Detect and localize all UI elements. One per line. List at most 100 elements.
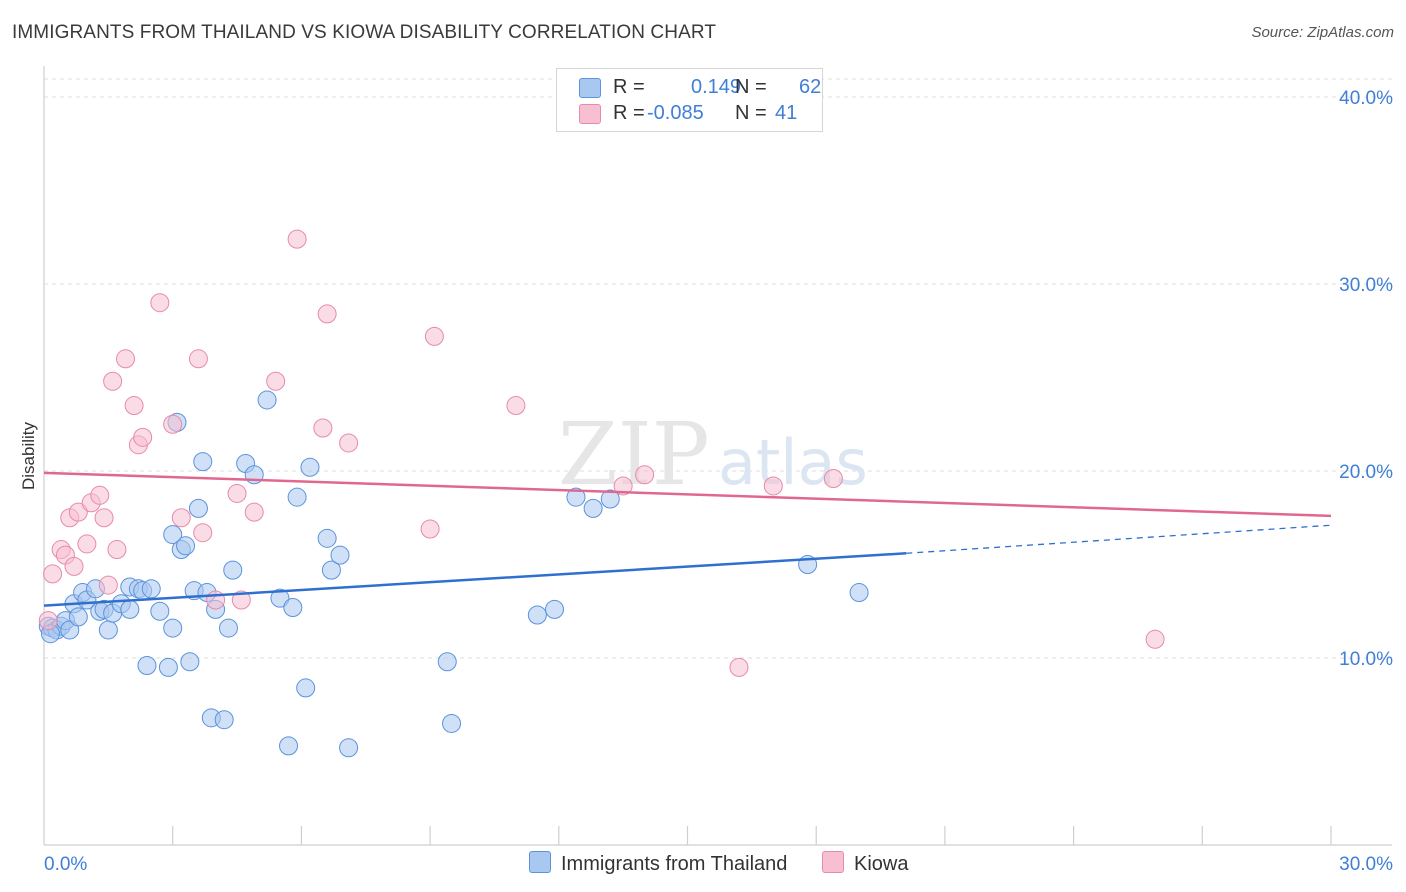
point-thailand xyxy=(188,498,208,518)
x-tick-label: 0.0% xyxy=(44,854,87,875)
point-thailand xyxy=(583,498,603,518)
point-thailand xyxy=(214,710,234,730)
point-kiowa xyxy=(188,349,208,369)
legend-swatch-kiowa xyxy=(579,104,601,124)
point-thailand xyxy=(566,487,586,507)
point-kiowa xyxy=(116,349,136,369)
y-tick-label: 20.0% xyxy=(1339,462,1393,483)
point-kiowa xyxy=(98,575,118,595)
bottom-legend-label-thailand: Immigrants from Thailand xyxy=(561,853,788,875)
point-kiowa xyxy=(150,293,170,313)
point-kiowa xyxy=(729,657,749,677)
legend-r-label: R = xyxy=(613,102,645,124)
point-thailand xyxy=(600,489,620,509)
point-kiowa xyxy=(38,611,58,631)
bottom-legend-label-kiowa: Kiowa xyxy=(854,853,909,875)
point-thailand xyxy=(180,652,200,672)
point-kiowa xyxy=(94,508,114,528)
point-kiowa xyxy=(506,396,526,416)
point-thailand xyxy=(437,652,457,672)
point-thailand xyxy=(218,618,238,638)
point-kiowa xyxy=(133,427,153,447)
legend-r-label: R = xyxy=(613,76,645,98)
point-thailand xyxy=(223,560,243,580)
point-kiowa xyxy=(763,476,783,496)
watermark-atlas: atlas xyxy=(718,426,868,499)
point-kiowa xyxy=(171,508,191,528)
point-kiowa xyxy=(420,519,440,539)
point-thailand xyxy=(193,452,213,472)
point-kiowa xyxy=(231,590,251,610)
point-kiowa xyxy=(635,465,655,485)
point-thailand xyxy=(849,583,869,603)
point-kiowa xyxy=(107,540,127,560)
legend-n-value: 62 xyxy=(799,76,822,98)
bottom-legend-swatch-kiowa xyxy=(822,851,844,873)
point-thailand xyxy=(283,598,303,618)
point-thailand xyxy=(176,536,196,556)
point-kiowa xyxy=(124,396,144,416)
y-tick-label: 30.0% xyxy=(1339,275,1393,296)
legend-r-value: -0.085 xyxy=(647,102,704,124)
point-kiowa xyxy=(77,534,97,554)
bottom-legend-kiowa: Kiowa xyxy=(822,851,908,876)
point-thailand xyxy=(150,601,170,621)
point-thailand xyxy=(60,620,80,640)
point-kiowa xyxy=(823,468,843,488)
point-kiowa xyxy=(317,304,337,324)
point-thailand xyxy=(317,528,337,548)
point-kiowa xyxy=(244,502,264,522)
legend-n-label: N = xyxy=(735,76,767,98)
point-thailand xyxy=(98,620,118,640)
point-kiowa xyxy=(90,485,110,505)
point-thailand xyxy=(545,599,565,619)
trend-lines xyxy=(43,471,1332,607)
point-kiowa xyxy=(64,556,84,576)
point-kiowa xyxy=(266,371,286,391)
point-thailand xyxy=(296,678,316,698)
axis-labels: 10.0% 20.0% 30.0% 40.0% 0.0% 30.0% Disability xyxy=(19,88,1393,875)
point-kiowa xyxy=(613,476,633,496)
point-kiowa xyxy=(313,418,333,438)
point-thailand xyxy=(330,545,350,565)
point-kiowa xyxy=(68,502,88,522)
point-thailand xyxy=(527,605,547,625)
y-axis-title: Disability xyxy=(19,421,38,490)
point-thailand xyxy=(339,738,359,758)
trend-line-kiowa xyxy=(43,471,1332,518)
point-kiowa xyxy=(43,564,63,584)
legend-n-label: N = xyxy=(735,102,767,124)
axes xyxy=(43,66,1392,846)
point-thailand xyxy=(158,657,178,677)
point-thailand xyxy=(137,655,157,675)
point-kiowa xyxy=(193,523,213,543)
point-kiowa xyxy=(424,326,444,346)
point-kiowa xyxy=(287,229,307,249)
point-thailand xyxy=(270,588,290,608)
y-tick-label: 40.0% xyxy=(1339,88,1393,109)
trend-line-thailand xyxy=(43,552,907,607)
bottom-legend-swatch-thailand xyxy=(529,851,551,873)
legend-r-value: 0.149 xyxy=(691,76,742,98)
stats-legend: R = 0.149 N = 62 R = -0.085 N = 41 xyxy=(556,68,823,132)
point-thailand xyxy=(442,713,462,733)
data-points xyxy=(38,229,1165,758)
legend-swatch-thailand xyxy=(579,78,601,98)
point-thailand xyxy=(120,599,140,619)
gridlines xyxy=(44,78,1392,659)
trend-line-thailand-extension xyxy=(906,524,1332,554)
point-thailand xyxy=(287,487,307,507)
point-thailand xyxy=(279,736,299,756)
point-kiowa xyxy=(163,414,183,434)
bottom-legend-thailand: Immigrants from Thailand xyxy=(529,851,787,876)
point-thailand xyxy=(163,618,183,638)
y-tick-label: 10.0% xyxy=(1339,649,1393,670)
point-thailand xyxy=(300,457,320,477)
point-thailand xyxy=(141,579,161,599)
chart-title: IMMIGRANTS FROM THAILAND VS KIOWA DISABI… xyxy=(12,22,717,43)
point-kiowa xyxy=(227,483,247,503)
point-kiowa xyxy=(339,433,359,453)
watermark-zip: ZIP xyxy=(558,405,710,505)
chart-source: Source: ZipAtlas.com xyxy=(1251,24,1394,41)
